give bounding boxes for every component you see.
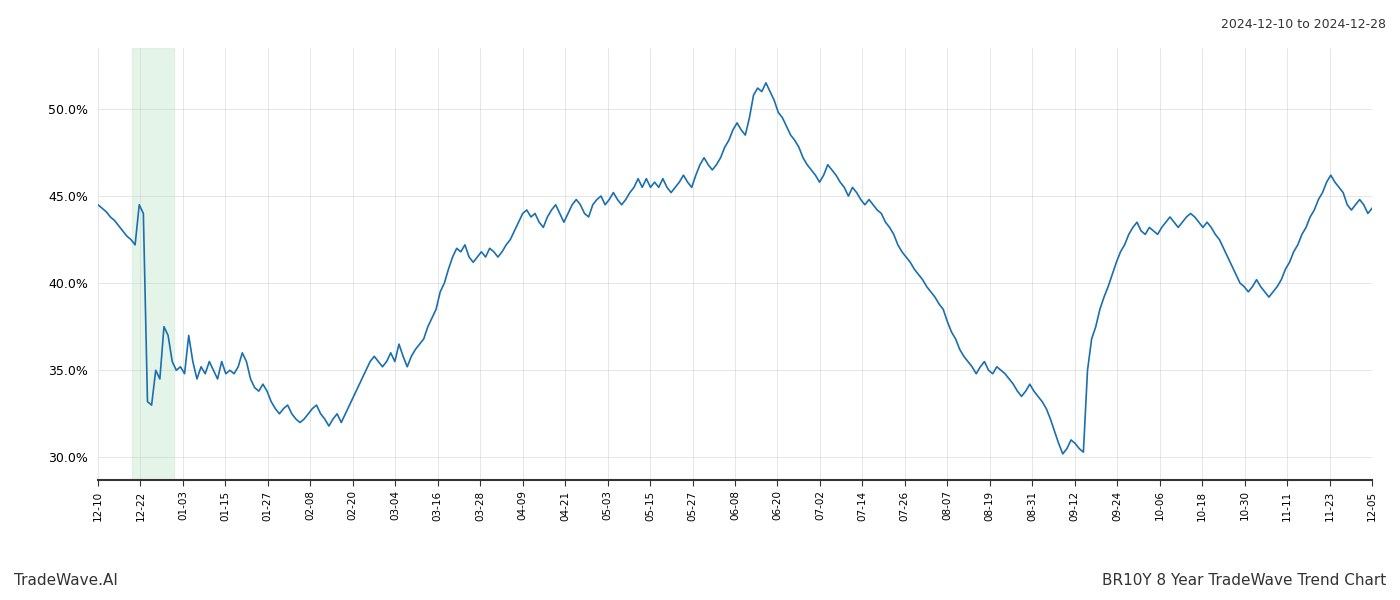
Text: 2024-12-10 to 2024-12-28: 2024-12-10 to 2024-12-28 <box>1221 18 1386 31</box>
Bar <box>132 48 175 480</box>
Text: BR10Y 8 Year TradeWave Trend Chart: BR10Y 8 Year TradeWave Trend Chart <box>1102 573 1386 588</box>
Text: TradeWave.AI: TradeWave.AI <box>14 573 118 588</box>
